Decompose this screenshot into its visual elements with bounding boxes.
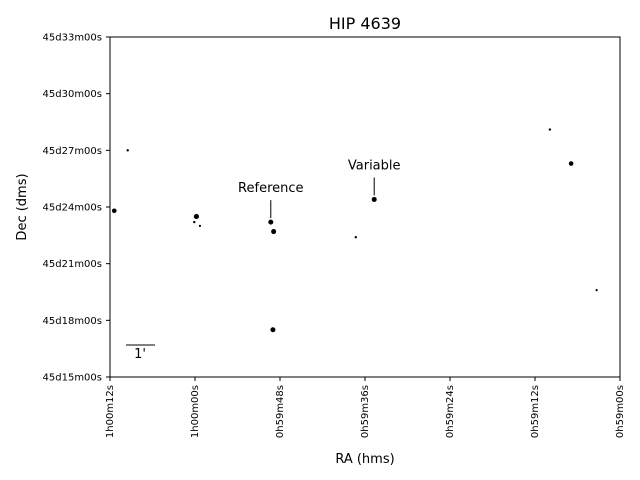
star-point	[193, 213, 200, 220]
y-axis: 45d15m00s 45d18m00s 45d21m00s 45d24m00s 45d2…	[43, 33, 110, 384]
star-point	[548, 128, 552, 131]
y-tick-label: 45d18m00s	[43, 316, 102, 327]
star-point	[595, 289, 598, 292]
x-tick-label: 1h00m00s	[190, 385, 201, 438]
chart-title: HIP 4639	[329, 14, 401, 33]
star-point	[111, 208, 117, 214]
star-point	[271, 229, 277, 235]
star-point	[354, 236, 357, 239]
y-axis-label: Dec (dms)	[15, 173, 30, 240]
annotations: Reference Variable	[238, 158, 401, 219]
y-tick-label: 45d24m00s	[43, 203, 102, 214]
x-tick-label: 0h59m00s	[615, 385, 626, 438]
star-point	[371, 196, 377, 202]
star-point	[270, 327, 276, 333]
y-tick-label: 45d21m00s	[43, 259, 102, 270]
x-tick-label: 0h59m36s	[360, 385, 371, 438]
star-markers	[111, 128, 598, 333]
star-point	[126, 149, 129, 152]
x-axis: 1h00m12s 1h00m00s 0h59m48s 0h59m36s 0h59m24s…	[105, 377, 626, 438]
x-axis-label: RA (hms)	[335, 452, 394, 467]
scale-bar: 1'	[126, 344, 155, 362]
x-tick-label: 1h00m12s	[105, 385, 116, 438]
y-tick-label: 45d27m00s	[43, 146, 102, 157]
x-tick-label: 0h59m24s	[445, 385, 456, 438]
y-tick-label: 45d30m00s	[43, 89, 102, 100]
y-tick-label: 45d33m00s	[43, 33, 102, 44]
x-tick-label: 0h59m12s	[530, 385, 541, 438]
scale-bar-label: 1'	[134, 347, 146, 362]
annotation-label: Variable	[348, 158, 401, 173]
x-tick-label: 0h59m48s	[275, 385, 286, 438]
star-point	[568, 161, 574, 166]
star-point	[193, 220, 196, 224]
star-point	[268, 219, 274, 225]
star-point	[198, 224, 202, 227]
y-tick-label: 45d15m00s	[43, 373, 102, 384]
annotation-label: Reference	[238, 181, 303, 196]
